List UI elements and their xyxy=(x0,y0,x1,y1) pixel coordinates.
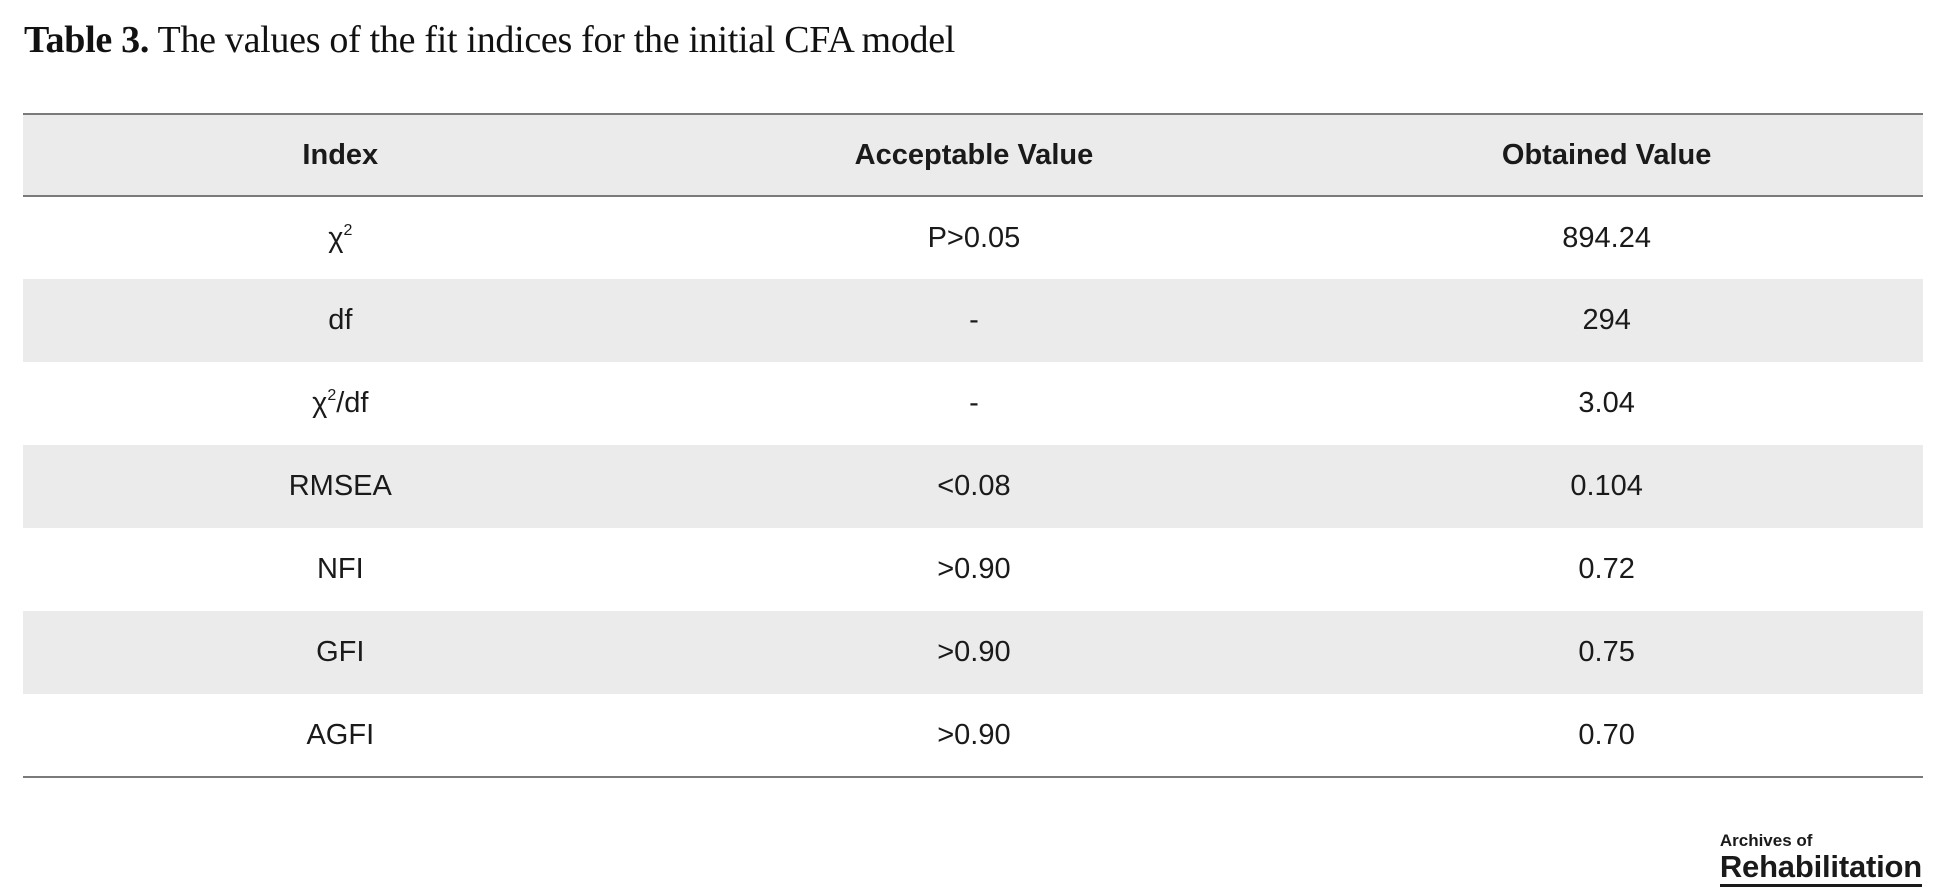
obtained-value-cell: 0.72 xyxy=(1578,553,1635,585)
fit-indices-table: Index Acceptable Value Obtained Value χ2… xyxy=(23,113,1923,778)
journal-logo-title: Rehabilitation xyxy=(1719,850,1922,887)
index-cell: df xyxy=(328,304,353,336)
obtained-value-cell: 0.75 xyxy=(1578,636,1635,668)
acceptable-value-cell: - xyxy=(969,387,979,419)
table-row: χ2 P>0.05 894.24 xyxy=(23,196,1923,279)
acceptable-value-cell: >0.90 xyxy=(937,553,1011,585)
journal-logo: Archives of Rehabilitation xyxy=(1719,831,1922,887)
table-row: χ2/df - 3.04 xyxy=(23,362,1923,445)
header-index: Index xyxy=(302,138,379,171)
journal-logo-small-text: Archives of xyxy=(1719,831,1813,850)
index-suffix: /df xyxy=(336,387,369,419)
table-row: AGFI >0.90 0.70 xyxy=(23,694,1923,777)
table-row: GFI >0.90 0.75 xyxy=(23,611,1923,694)
table-caption: Table 3. The values of the fit indices f… xyxy=(24,18,955,62)
obtained-value-cell: 0.70 xyxy=(1578,718,1635,751)
index-cell: RMSEA xyxy=(288,470,392,502)
index-superscript: 2 xyxy=(343,221,353,239)
table-row: RMSEA <0.08 0.104 xyxy=(23,445,1923,528)
index-text: χ xyxy=(312,387,328,419)
index-cell: GFI xyxy=(316,636,365,668)
obtained-value-cell: 3.04 xyxy=(1578,387,1635,419)
header-acceptable-value: Acceptable Value xyxy=(854,138,1094,171)
acceptable-value-cell: >0.90 xyxy=(937,636,1011,668)
index-cell: χ2 xyxy=(23,196,658,279)
index-cell: AGFI xyxy=(306,718,375,751)
table-caption-label: Table 3. xyxy=(24,19,150,61)
header-obtained-value: Obtained Value xyxy=(1501,138,1712,171)
table-row: NFI >0.90 0.72 xyxy=(23,528,1923,611)
table-header-row: Index Acceptable Value Obtained Value xyxy=(23,114,1923,196)
index-text: χ xyxy=(328,221,344,254)
index-cell: NFI xyxy=(316,553,364,585)
index-superscript: 2 xyxy=(327,387,337,404)
index-cell: χ2/df xyxy=(23,362,658,445)
acceptable-value-cell: <0.08 xyxy=(937,470,1011,502)
table-row: df - 294 xyxy=(23,279,1923,362)
acceptable-value-cell: P>0.05 xyxy=(927,221,1021,254)
obtained-value-cell: 0.104 xyxy=(1570,470,1643,502)
acceptable-value-cell: >0.90 xyxy=(937,718,1011,751)
acceptable-value-cell: - xyxy=(969,304,979,336)
obtained-value-cell: 294 xyxy=(1582,304,1631,336)
fit-indices-table-container: Index Acceptable Value Obtained Value χ2… xyxy=(23,113,1923,778)
obtained-value-cell: 894.24 xyxy=(1562,221,1651,254)
table-caption-text: The values of the fit indices for the in… xyxy=(149,19,956,61)
